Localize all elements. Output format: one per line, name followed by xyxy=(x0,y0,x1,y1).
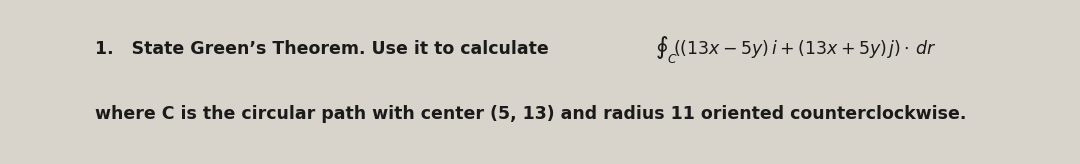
Text: 1.   State Green’s Theorem. Use it to calculate: 1. State Green’s Theorem. Use it to calc… xyxy=(95,40,555,58)
Text: where C is the circular path with center (5, 13) and radius 11 oriented counterc: where C is the circular path with center… xyxy=(95,105,967,123)
Text: $\oint_C \!\left((13x - 5y)\,i + (13x + 5y)\,j\right) \cdot\, dr$: $\oint_C \!\left((13x - 5y)\,i + (13x + … xyxy=(654,34,936,65)
